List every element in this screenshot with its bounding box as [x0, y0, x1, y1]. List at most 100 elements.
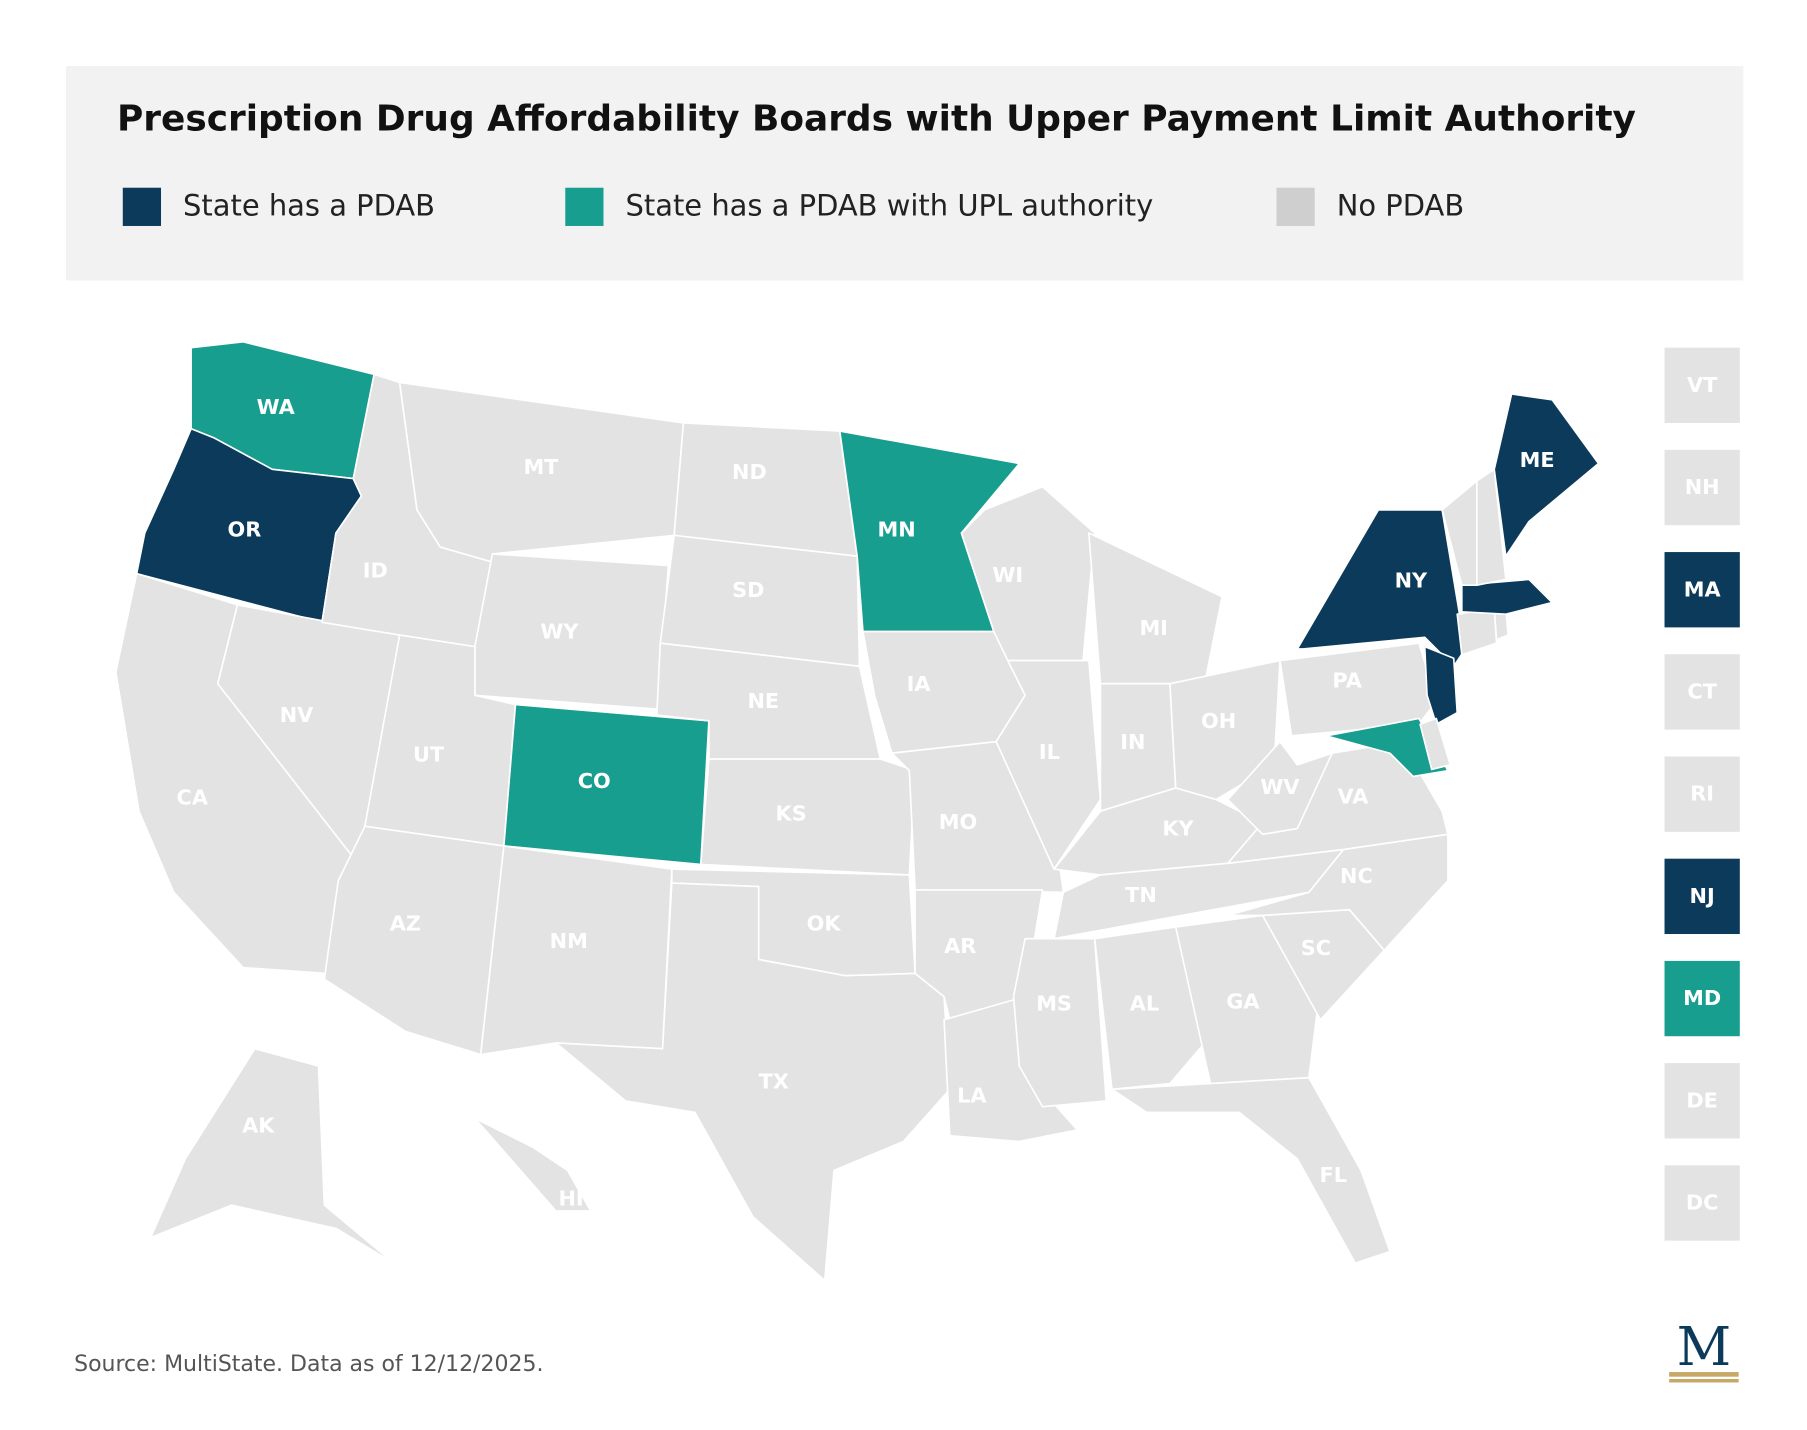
state-shape	[1279, 642, 1438, 737]
state-label: TX	[759, 1069, 789, 1093]
state-label: MO	[939, 810, 977, 834]
state-shape	[1461, 578, 1553, 615]
state-shape	[474, 1117, 592, 1212]
state-label: NC	[1340, 864, 1373, 888]
state-label: WV	[1260, 775, 1300, 799]
state-label: WA	[257, 395, 296, 419]
state-label: MA	[1684, 577, 1722, 601]
state-label: OK	[807, 912, 842, 936]
state-label: CO	[578, 769, 611, 793]
state-box	[1664, 347, 1740, 423]
state-box	[1664, 654, 1740, 730]
state-box	[1664, 858, 1740, 935]
state-label: OH	[1201, 709, 1236, 733]
state-label: AR	[944, 934, 976, 958]
state-box	[1664, 552, 1740, 628]
state-label: MD	[1683, 986, 1721, 1010]
state-label: IA	[907, 672, 932, 696]
state-shape	[1456, 607, 1498, 656]
logo-bar	[1669, 1379, 1739, 1383]
state-label: IL	[1039, 740, 1060, 764]
state-label: KY	[1162, 817, 1194, 841]
state-label: MN	[877, 518, 915, 542]
state-shape	[699, 758, 916, 876]
state-label: TN	[1125, 883, 1157, 907]
state-label: NV	[280, 703, 314, 727]
state-shape	[1227, 740, 1333, 836]
state-box	[1664, 1165, 1740, 1241]
state-label: PA	[1332, 668, 1362, 692]
state-label: NE	[748, 689, 780, 713]
state-shape	[1476, 468, 1507, 587]
state-label: ND	[732, 460, 767, 484]
state-label: AZ	[390, 912, 421, 936]
legend-label: State has a PDAB	[183, 188, 435, 222]
legend-swatch	[122, 187, 162, 226]
state-label: SD	[732, 578, 764, 602]
header-panel	[66, 66, 1744, 281]
state-label: HI	[558, 1186, 583, 1210]
legend-swatch	[565, 187, 604, 226]
state-label: AL	[1130, 992, 1159, 1016]
state-label: NH	[1685, 475, 1720, 499]
state-shape	[1296, 509, 1467, 668]
source: Source: MultiState. Data as of 12/12/202…	[74, 1352, 543, 1377]
state-label: SC	[1301, 936, 1331, 960]
state-label: ME	[1520, 448, 1555, 472]
state-shape	[1111, 1076, 1391, 1264]
state-shape	[1012, 937, 1108, 1108]
state-shape	[1325, 717, 1449, 778]
state-label: ID	[363, 558, 388, 582]
state-label: NY	[1395, 569, 1428, 593]
state-box	[1664, 1063, 1740, 1139]
small-state-boxes: NJ MD DE CT RI MA VT NH DC	[1664, 347, 1740, 1241]
state-shape	[149, 1047, 395, 1264]
state-shape	[1227, 740, 1449, 865]
state-label: MS	[1036, 992, 1072, 1016]
state-label: LA	[957, 1083, 987, 1107]
state-shape	[1174, 914, 1322, 1085]
state-label: NJ	[1690, 884, 1715, 908]
state-label: CA	[177, 785, 209, 809]
state-label: MT	[523, 455, 559, 479]
state-box	[1664, 960, 1740, 1037]
state-shape	[555, 882, 951, 1282]
state-label: FL	[1319, 1163, 1347, 1187]
state-label: VT	[1687, 373, 1718, 397]
state-shape	[323, 825, 505, 1056]
states: WA OR CA NV ID MT WY UT AZ CO NM ND SD NE KS OK TX MN IA MO…	[115, 341, 1600, 1282]
state-label: WI	[992, 563, 1023, 587]
state-shape	[673, 422, 858, 558]
title: Prescription Drug Affordability Boards w…	[117, 99, 1636, 140]
state-label: OR	[228, 518, 262, 542]
logo-bar	[1669, 1372, 1739, 1377]
state-label: GA	[1226, 989, 1260, 1013]
state-shape	[1419, 717, 1452, 771]
state-shape	[1227, 833, 1449, 952]
state-label: NM	[550, 929, 588, 953]
state-label: RI	[1690, 782, 1714, 806]
legend-swatch	[1276, 187, 1315, 226]
state-box	[1664, 449, 1740, 526]
state-label: DE	[1686, 1088, 1718, 1112]
state-label: MI	[1139, 616, 1167, 640]
legend: State has a PDAB State has a PDAB with UP…	[122, 187, 1464, 226]
state-label: WY	[540, 620, 579, 644]
state-label: KS	[776, 802, 807, 826]
logo: M	[1677, 1316, 1732, 1378]
state-shape	[474, 553, 670, 711]
state-label: AK	[242, 1113, 275, 1137]
state-label: DC	[1686, 1191, 1719, 1215]
state-box	[1664, 756, 1740, 832]
state-shape	[1423, 645, 1458, 726]
state-label: UT	[413, 743, 445, 767]
state-label: VA	[1338, 784, 1370, 808]
state-label: CT	[1687, 680, 1717, 704]
state-shape	[960, 485, 1096, 662]
legend-label: State has a PDAB with UPL authority	[626, 188, 1154, 222]
state-label: IN	[1120, 730, 1145, 754]
state-shape	[1493, 393, 1600, 558]
legend-label: No PDAB	[1337, 188, 1464, 222]
